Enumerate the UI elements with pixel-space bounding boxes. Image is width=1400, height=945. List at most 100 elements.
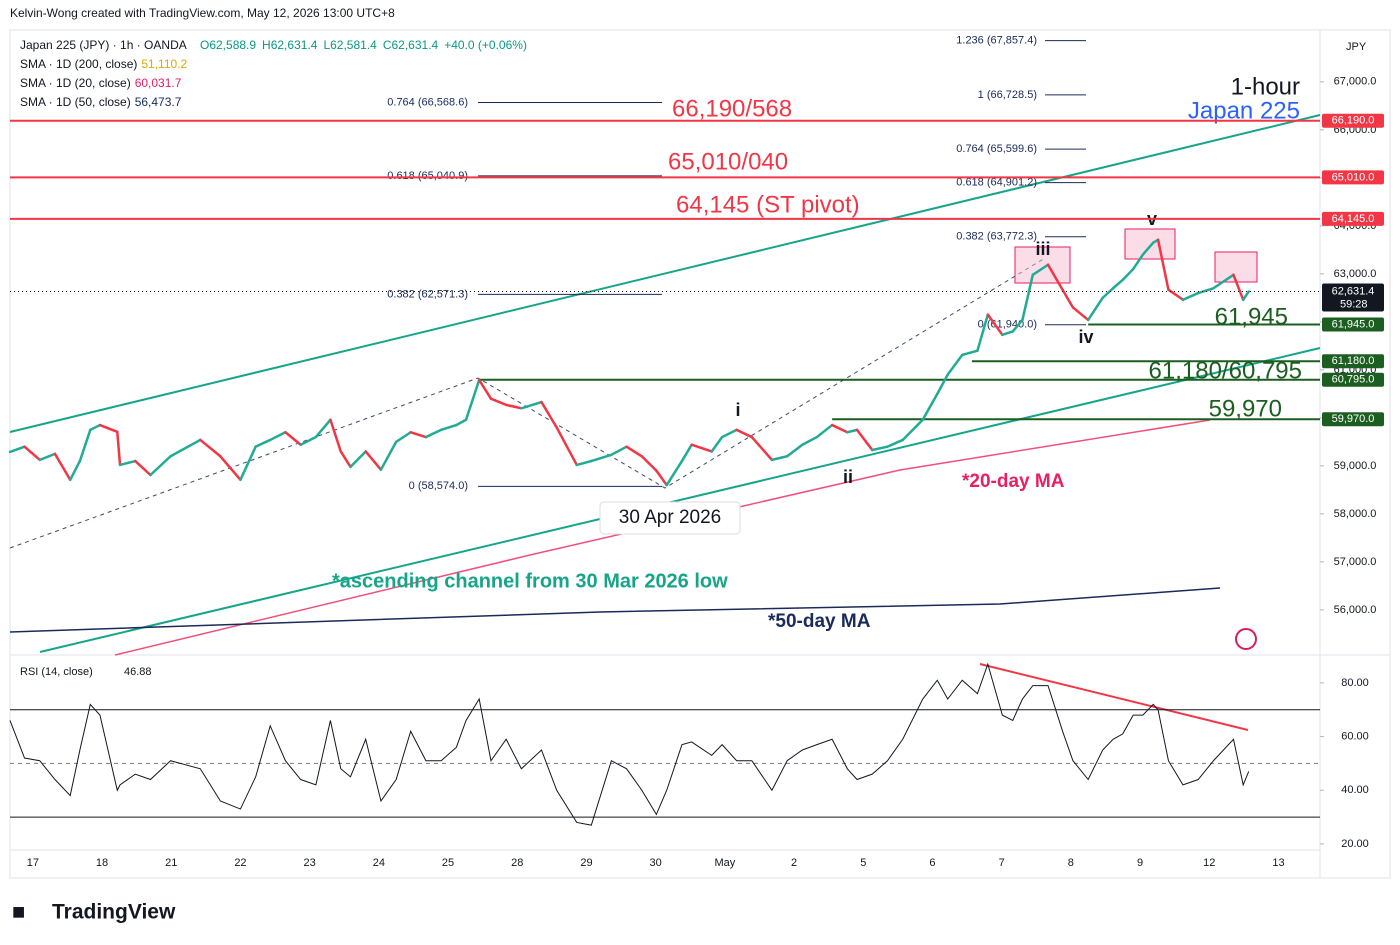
level-annotation: 59,970: [1209, 395, 1282, 422]
level-price-box: [1322, 170, 1384, 185]
price-segment: [855, 428, 874, 452]
x-tick-label: 29: [580, 857, 592, 869]
y-tick-label: 57,000.0: [1334, 556, 1377, 568]
price-segment: [424, 428, 443, 439]
price-segment: [680, 443, 693, 463]
price-segment: [268, 431, 287, 442]
rsi-divergence-line: [979, 663, 1249, 731]
indicator-name: SMA · 1D (200, close): [20, 57, 137, 71]
date-callout: 30 Apr 2026: [619, 507, 721, 528]
level-price-box: [1322, 372, 1384, 387]
price-segment: [239, 445, 257, 482]
ohlc-value: +40.0 (+0.06%): [444, 38, 527, 52]
x-tick-label: 28: [511, 857, 523, 869]
price-segment: [1011, 318, 1024, 333]
indicator-value: 51,110.2: [141, 57, 187, 71]
price-segment: [8, 445, 26, 454]
price-segment: [801, 435, 819, 446]
level-price-box: [1322, 317, 1384, 332]
last-price-label: 62,631.4: [1332, 285, 1375, 297]
footer-logo: ■: [12, 899, 25, 924]
price-segment: [1232, 273, 1245, 302]
price-segment: [886, 438, 904, 448]
level-price-label: 61,180.0: [1332, 355, 1375, 367]
price-segment: [455, 418, 468, 427]
price-segment: [1181, 291, 1200, 302]
x-tick-label: 24: [373, 857, 385, 869]
price-segment: [68, 459, 82, 482]
price-segment: [976, 313, 990, 352]
fib-label: 0.618 (64,901.2): [956, 176, 1037, 188]
price-segment: [314, 418, 332, 439]
price-segment: [946, 353, 964, 376]
price-segment: [720, 428, 738, 439]
level-price-label: 66,190.0: [1332, 115, 1375, 127]
price-segment: [540, 400, 558, 429]
logo-icon[interactable]: [1235, 628, 1257, 650]
x-tick-label: 2: [791, 857, 797, 869]
price-segment: [199, 438, 222, 458]
price-segment: [464, 378, 481, 422]
price-segment: [1111, 278, 1125, 290]
y-tick-label: 59,000.0: [1334, 460, 1377, 472]
highlight-box: [1214, 251, 1258, 283]
x-tick-label: 18: [96, 857, 108, 869]
price-segment: [986, 313, 1004, 337]
price-segment: [625, 445, 644, 458]
price-segment: [339, 450, 352, 469]
price-segment: [640, 455, 658, 472]
price-segment: [169, 438, 202, 458]
countdown: 59:28: [1340, 298, 1368, 310]
indicator-value: 60,031.7: [135, 76, 182, 90]
price-segment: [735, 428, 754, 439]
x-tick-label: 9: [1137, 857, 1143, 869]
price-segment: [1196, 287, 1215, 295]
price-segment: [1046, 263, 1064, 291]
drawings: [9, 114, 1321, 731]
level-price-box: [1322, 354, 1384, 369]
ma-label: *50-day MA: [768, 611, 871, 632]
fib-label: 0.382 (62,571.3): [387, 288, 468, 300]
price-segment: [78, 428, 92, 463]
timeframe-label: 1-hour: [1231, 73, 1300, 100]
fib-label: 1 (66,728.5): [978, 89, 1037, 101]
level-annotation: 61,945: [1215, 303, 1288, 330]
level-price-label: 60,795.0: [1332, 374, 1375, 386]
price-segment: [1021, 273, 1035, 322]
price-segment: [520, 400, 543, 410]
wave-label: i: [735, 400, 740, 420]
x-tick-label: 21: [165, 857, 177, 869]
wave-dashed-path: [9, 257, 1046, 549]
price-segment: [1212, 273, 1235, 290]
price-segment: [134, 459, 152, 477]
x-tick-label: May: [714, 857, 735, 869]
ohlc-value: H62,631.4: [262, 38, 318, 52]
ohlc-value: C62,631.4: [383, 38, 439, 52]
level-annotation: 65,010/040: [668, 148, 788, 175]
x-tick-label: 17: [27, 857, 39, 869]
x-tick-label: 7: [999, 857, 1005, 869]
fib-label: 0 (58,574.0): [409, 480, 468, 492]
price-segment: [690, 443, 713, 453]
credit: Kelvin-Wong created with TradingView.com…: [10, 6, 395, 20]
ohlc-value: O62,588.9: [200, 38, 256, 52]
price-segment: [750, 435, 774, 462]
price-segment: [1131, 253, 1145, 271]
price-segment: [1101, 287, 1115, 300]
price-segment: [1001, 330, 1014, 337]
level-annotation: 66,190/568: [672, 95, 792, 122]
footer-logo-text: TradingView: [52, 901, 176, 924]
price-segment: [901, 418, 925, 442]
price-segment: [439, 423, 458, 432]
y-tick-label: 58,000.0: [1334, 508, 1377, 520]
rsi-title: RSI (14, close): [20, 666, 93, 678]
price-segment: [665, 459, 684, 487]
date-callout-box: [599, 501, 741, 535]
level-price-label: 64,145.0: [1332, 213, 1375, 225]
symbol: Japan 225 (JPY) · 1h · OANDA: [20, 38, 187, 52]
wave-label: iv: [1078, 327, 1093, 347]
fib-label: 0.764 (66,568.6): [387, 96, 468, 108]
price-segment: [349, 450, 367, 469]
x-tick-label: 5: [860, 857, 866, 869]
